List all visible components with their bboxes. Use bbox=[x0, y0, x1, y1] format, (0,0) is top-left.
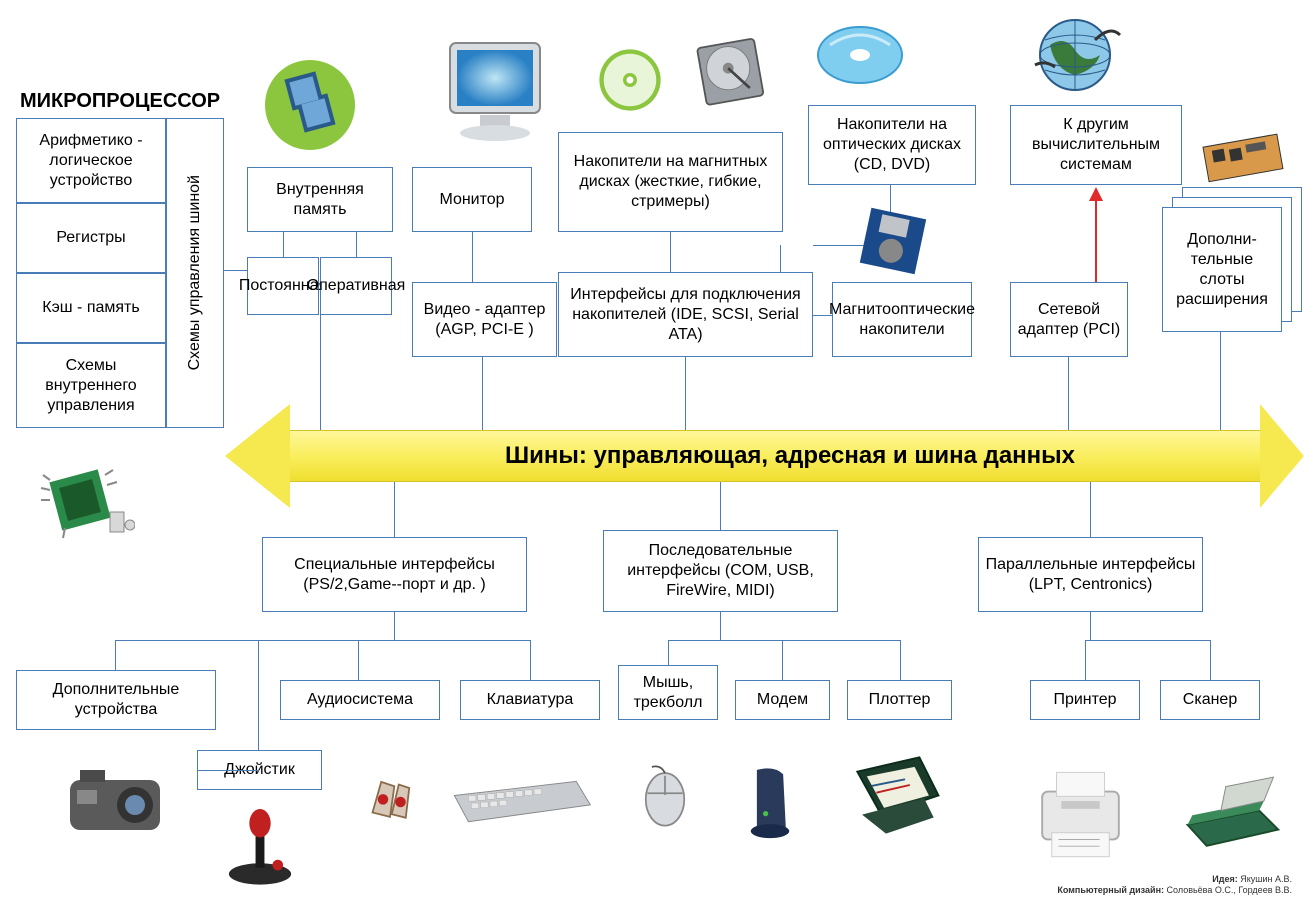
bus-label: Шины: управляющая, адресная и шина данны… bbox=[340, 440, 1240, 472]
credits: Идея: Якушин А.В. Компьютерный дизайн: С… bbox=[1057, 874, 1292, 897]
conn bbox=[668, 640, 669, 665]
conn bbox=[530, 640, 531, 680]
printer-icon bbox=[1015, 755, 1145, 875]
red-arrow-head bbox=[1089, 187, 1103, 201]
cpu-bus-control-label: Схемы управления шиной bbox=[185, 175, 205, 370]
cpu-registers: Регистры bbox=[16, 203, 166, 273]
hdd-icon bbox=[680, 20, 780, 120]
red-arrow bbox=[1095, 200, 1097, 282]
conn bbox=[782, 640, 783, 680]
modem-box: Модем bbox=[735, 680, 830, 720]
expansion-slots: Дополни-тельные слоты расширения bbox=[1162, 207, 1282, 332]
globe-icon bbox=[1020, 5, 1130, 105]
chip-icon bbox=[30, 445, 140, 555]
video-adapter: Видео - адаптер (AGP, PCI-E ) bbox=[412, 282, 557, 357]
cpu-chip-icon bbox=[255, 50, 365, 160]
internal-memory: Внутренняя память bbox=[247, 167, 393, 232]
speakers-icon bbox=[350, 755, 430, 835]
serial-interfaces: Последовательные интерфейсы (COM, USB, F… bbox=[603, 530, 838, 612]
conn bbox=[197, 770, 259, 771]
conn bbox=[1085, 640, 1086, 680]
conn bbox=[482, 357, 483, 430]
cpu-control: Схемы внутреннего управления bbox=[16, 343, 166, 428]
joystick-icon bbox=[215, 795, 305, 895]
magneto-optical: Магнитооптические накопители bbox=[832, 282, 972, 357]
conn bbox=[1090, 482, 1091, 537]
bus-arrow-head-right bbox=[1260, 404, 1304, 508]
cpu-alu: Арифметико - логическое устройство bbox=[16, 118, 166, 203]
conn bbox=[1090, 612, 1091, 640]
printer-box: Принтер bbox=[1030, 680, 1140, 720]
conn bbox=[813, 315, 832, 316]
conn bbox=[685, 357, 686, 430]
plotter-box: Плоттер bbox=[847, 680, 952, 720]
bus-arrow-head-left bbox=[225, 404, 290, 508]
special-interfaces: Специальные интерфейсы (PS/2,Game--порт … bbox=[262, 537, 527, 612]
optical-disc-icon bbox=[810, 10, 910, 100]
microprocessor-title: МИКРОПРОЦЕССОР bbox=[20, 90, 220, 113]
optical-storage: Накопители на оптических дисках (CD, DVD… bbox=[808, 105, 976, 185]
conn bbox=[224, 270, 248, 271]
floppy-icon bbox=[850, 198, 935, 283]
mouse-box: Мышь, трекболл bbox=[618, 665, 718, 720]
conn bbox=[115, 640, 530, 641]
conn bbox=[668, 640, 900, 641]
parallel-interfaces: Параллельные интерфейсы (LPT, Centronics… bbox=[978, 537, 1203, 612]
conn bbox=[283, 232, 284, 257]
conn bbox=[900, 640, 901, 680]
conn bbox=[1085, 640, 1210, 641]
monitor-box: Монитор bbox=[412, 167, 532, 232]
conn bbox=[1068, 357, 1069, 430]
conn bbox=[258, 640, 259, 750]
keyboard-icon bbox=[440, 755, 600, 835]
conn bbox=[670, 232, 671, 272]
cpu-bus-control: Схемы управления шиной bbox=[166, 118, 224, 428]
monitor-icon bbox=[430, 28, 560, 158]
conn bbox=[356, 232, 357, 257]
plotter-icon bbox=[835, 740, 955, 850]
conn bbox=[394, 482, 395, 537]
camera-icon bbox=[55, 755, 175, 845]
conn bbox=[472, 232, 473, 282]
other-systems: К другим вычислительным системам bbox=[1010, 105, 1182, 185]
network-adapter: Сетевой адаптер (PCI) bbox=[1010, 282, 1128, 357]
conn bbox=[1220, 332, 1221, 430]
conn bbox=[394, 612, 395, 640]
magnetic-storage: Накопители на магнитных дисках (жесткие,… bbox=[558, 132, 783, 232]
conn bbox=[358, 640, 359, 680]
extra-devices: Дополнительные устройства bbox=[16, 670, 216, 730]
conn bbox=[720, 482, 721, 530]
mouse-icon bbox=[625, 755, 705, 835]
expansion-card-icon bbox=[1195, 125, 1295, 185]
conn bbox=[1210, 640, 1211, 680]
scanner-icon bbox=[1165, 755, 1295, 865]
storage-interfaces: Интерфейсы для подключения накопителей (… bbox=[558, 272, 813, 357]
audio-system: Аудиосистема bbox=[280, 680, 440, 720]
keyboard-box: Клавиатура bbox=[460, 680, 600, 720]
modem-icon bbox=[730, 750, 810, 850]
conn bbox=[780, 245, 781, 272]
conn bbox=[720, 612, 721, 640]
conn bbox=[115, 640, 116, 670]
scanner-box: Сканер bbox=[1160, 680, 1260, 720]
conn bbox=[320, 315, 321, 430]
cpu-cache: Кэш - память bbox=[16, 273, 166, 343]
memory-ram: Оперативная bbox=[320, 257, 392, 315]
cd-icon bbox=[590, 40, 670, 120]
